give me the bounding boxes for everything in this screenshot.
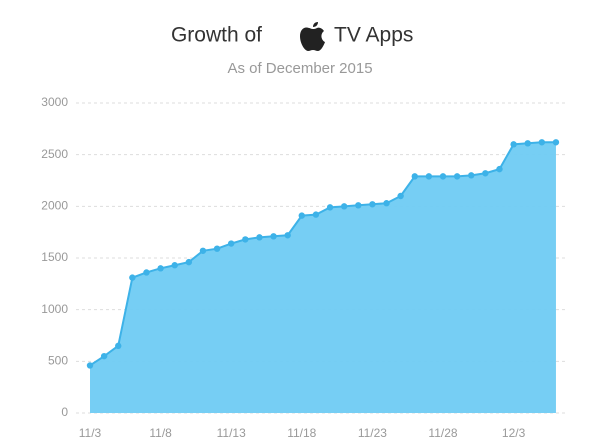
point — [468, 172, 475, 179]
x-tick-label: 12/3 — [502, 426, 526, 440]
point — [242, 236, 249, 243]
point — [538, 139, 546, 146]
point — [439, 173, 447, 180]
point — [340, 203, 348, 210]
point — [326, 204, 334, 211]
point — [383, 200, 390, 207]
point — [284, 232, 291, 239]
point — [213, 245, 221, 252]
point — [524, 140, 531, 147]
chart-title: TV Apps — [334, 24, 413, 47]
point — [397, 192, 404, 200]
point — [171, 262, 178, 269]
x-tick-label: 11/13 — [217, 426, 246, 440]
x-tick-label: 11/28 — [428, 426, 457, 440]
y-tick-label: 2000 — [41, 199, 68, 213]
point — [100, 352, 108, 360]
y-tick-label: 3000 — [41, 95, 68, 109]
point — [298, 212, 305, 219]
y-tick-label: 0 — [61, 405, 68, 419]
y-tick-label: 1500 — [41, 250, 68, 264]
point — [256, 234, 263, 241]
y-tick-label: 500 — [48, 354, 68, 368]
point — [228, 240, 235, 247]
point — [185, 258, 193, 266]
line — [89, 141, 556, 367]
chart-subtitle: As of December 2015 — [227, 60, 372, 77]
point — [199, 247, 207, 254]
point — [552, 139, 560, 146]
y-tick-label: 1000 — [41, 302, 68, 316]
point — [453, 173, 461, 180]
point — [369, 201, 376, 208]
x-tick-label: 11/8 — [149, 426, 172, 440]
point — [129, 274, 136, 281]
point — [115, 342, 122, 350]
y-tick-label: 2500 — [41, 147, 68, 161]
point — [355, 202, 362, 209]
point — [312, 211, 320, 218]
point — [157, 265, 164, 272]
point — [510, 141, 517, 148]
point — [425, 173, 433, 180]
point — [482, 170, 489, 177]
x-tick-label: 11/18 — [287, 426, 316, 440]
point — [143, 269, 150, 276]
area — [90, 142, 556, 413]
x-tick-label: 11/23 — [358, 426, 387, 440]
chart-title: Growth of — [171, 24, 262, 47]
point — [411, 173, 418, 180]
point — [86, 362, 94, 369]
apple-logo — [300, 22, 325, 51]
point — [496, 165, 503, 173]
point — [270, 233, 277, 240]
x-tick-label: 11/3 — [79, 426, 102, 440]
